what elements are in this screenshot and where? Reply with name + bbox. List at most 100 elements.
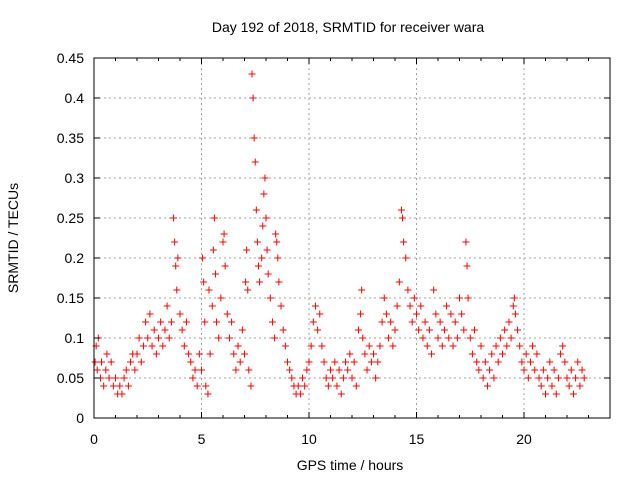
data-point: [550, 366, 558, 374]
data-point: [468, 350, 476, 358]
data-point: [248, 70, 256, 78]
data-point: [266, 294, 274, 302]
data-point: [324, 382, 332, 390]
data-point: [221, 262, 229, 270]
data-point: [404, 286, 412, 294]
y-tick-label: 0.4: [65, 90, 85, 106]
data-point: [105, 374, 113, 382]
data-point: [376, 342, 384, 350]
data-point: [167, 318, 175, 326]
data-point: [206, 350, 214, 358]
data-point: [204, 390, 212, 398]
data-point: [443, 302, 451, 310]
data-point: [260, 190, 268, 198]
data-point: [327, 366, 334, 374]
data-point: [242, 278, 250, 286]
data-point: [490, 374, 498, 382]
data-point: [124, 382, 132, 390]
data-point: [268, 318, 276, 326]
data-point: [471, 326, 479, 334]
data-point: [397, 206, 405, 214]
data-point: [518, 358, 526, 366]
data-point: [139, 342, 147, 350]
data-point: [182, 318, 190, 326]
data-point: [163, 302, 171, 310]
data-point: [537, 382, 545, 390]
data-point: [576, 382, 584, 390]
data-point: [120, 374, 128, 382]
data-point: [352, 382, 360, 390]
data-point: [486, 366, 494, 374]
data-point: [389, 342, 397, 350]
data-point: [430, 286, 438, 294]
data-point: [378, 318, 386, 326]
data-point: [258, 254, 266, 262]
data-point: [516, 342, 524, 350]
data-point: [256, 278, 264, 286]
data-point: [554, 374, 562, 382]
data-point: [367, 358, 375, 366]
data-point: [294, 382, 302, 390]
data-point: [161, 326, 169, 334]
data-point: [247, 382, 255, 390]
data-point: [251, 158, 259, 166]
data-point: [413, 310, 420, 318]
data-point: [425, 326, 433, 334]
data-point: [436, 318, 444, 326]
data-point: [385, 334, 393, 342]
data-point: [342, 358, 350, 366]
data-point: [198, 366, 205, 374]
data-point: [370, 350, 377, 358]
data-point: [253, 238, 261, 246]
data-point: [344, 366, 352, 374]
data-point: [526, 358, 534, 366]
grid-layer: [94, 58, 610, 418]
data-point: [421, 318, 429, 326]
data-point: [107, 358, 115, 366]
data-point: [509, 302, 517, 310]
data-point: [193, 382, 201, 390]
data-point: [243, 246, 251, 254]
data-point: [531, 366, 539, 374]
data-point: [572, 374, 580, 382]
data-point: [361, 350, 369, 358]
data-point: [374, 358, 382, 366]
data-point: [259, 222, 267, 230]
data-point: [100, 382, 108, 390]
data-point: [438, 342, 446, 350]
data-point: [544, 374, 552, 382]
data-point: [514, 326, 522, 334]
data-point: [189, 374, 197, 382]
data-point: [122, 366, 130, 374]
x-tick-label: 20: [516, 431, 532, 447]
data-point: [202, 382, 210, 390]
x-tick-labels: 0 5 10 15 20: [90, 431, 532, 447]
data-point: [565, 382, 573, 390]
x-tick-label: 15: [409, 431, 425, 447]
data-point: [252, 206, 260, 214]
data-point: [195, 350, 203, 358]
data-point: [529, 342, 537, 350]
data-point: [250, 134, 258, 142]
data-point: [236, 358, 244, 366]
y-tick-label: 0.15: [57, 290, 84, 306]
data-point: [453, 334, 461, 342]
data-point: [479, 374, 487, 382]
data-point: [335, 366, 343, 374]
data-point: [569, 390, 577, 398]
data-point: [303, 366, 311, 374]
data-point: [387, 318, 395, 326]
data-point: [395, 278, 403, 286]
data-point: [492, 342, 500, 350]
data-point: [284, 358, 291, 366]
data-point: [261, 174, 269, 182]
x-tick-label: 0: [90, 431, 98, 447]
data-point: [249, 94, 257, 102]
data-point: [234, 342, 242, 350]
data-point: [244, 286, 252, 294]
data-point: [542, 390, 549, 398]
data-point: [275, 278, 283, 286]
y-tick-label: 0.05: [57, 370, 84, 386]
data-point: [314, 326, 322, 334]
